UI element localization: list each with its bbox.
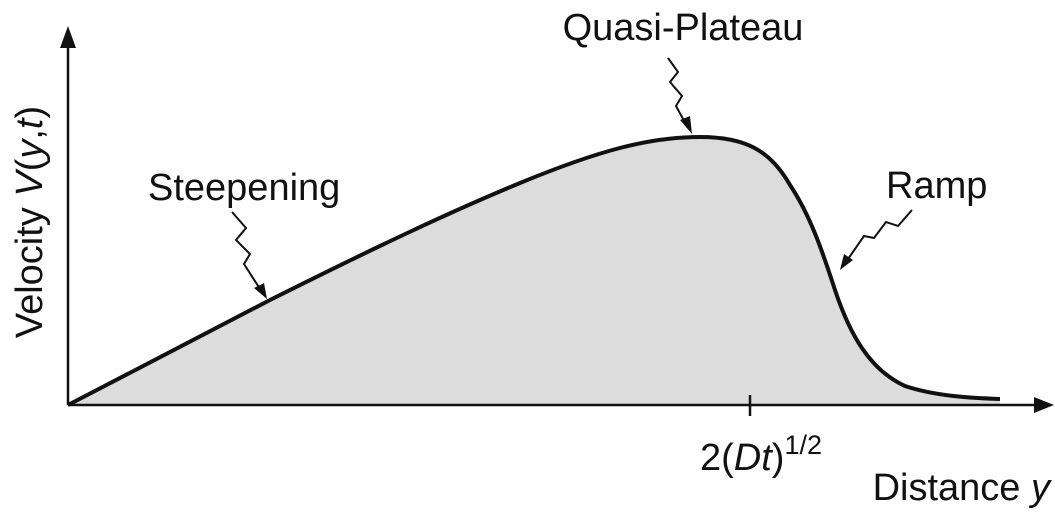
steepening-arrowhead [254, 283, 267, 299]
y-label-part: y [9, 138, 51, 162]
tick-part: 2( [700, 437, 734, 479]
y-axis-arrow [60, 26, 76, 48]
plateau-arrowhead [680, 116, 692, 134]
ramp-arrowhead [840, 254, 853, 270]
y-label-part: , [9, 129, 51, 140]
x-label-part: Distance [873, 467, 1031, 508]
y-label-part: Velocity [9, 197, 51, 339]
plateau-label: Quasi-Plateau [563, 7, 804, 49]
profile-curve [67, 134, 1001, 407]
steepening-leader [231, 211, 263, 293]
tick-part: 1/2 [784, 430, 822, 460]
x-tick-label: 2(Dt)1/2 [700, 430, 822, 479]
x-axis-arrow [1034, 397, 1054, 413]
y-label-part: ) [9, 106, 51, 119]
steepening-label: Steepening [148, 167, 340, 209]
plateau-leader [667, 57, 689, 129]
profile-area [68, 137, 1000, 405]
ramp-label: Ramp [886, 165, 987, 207]
y-label-part: t [9, 117, 51, 129]
ramp-leader [845, 209, 913, 263]
tick-part: ) [772, 437, 785, 479]
y-label-part: V [9, 168, 51, 197]
y-axis-label: Velocity V(y,t) [9, 106, 51, 338]
x-axis-label: Distance y [873, 467, 1052, 508]
y-label-part: ( [9, 158, 51, 171]
x-label-part: y [1028, 467, 1052, 508]
tick-part: Dt [734, 437, 773, 479]
